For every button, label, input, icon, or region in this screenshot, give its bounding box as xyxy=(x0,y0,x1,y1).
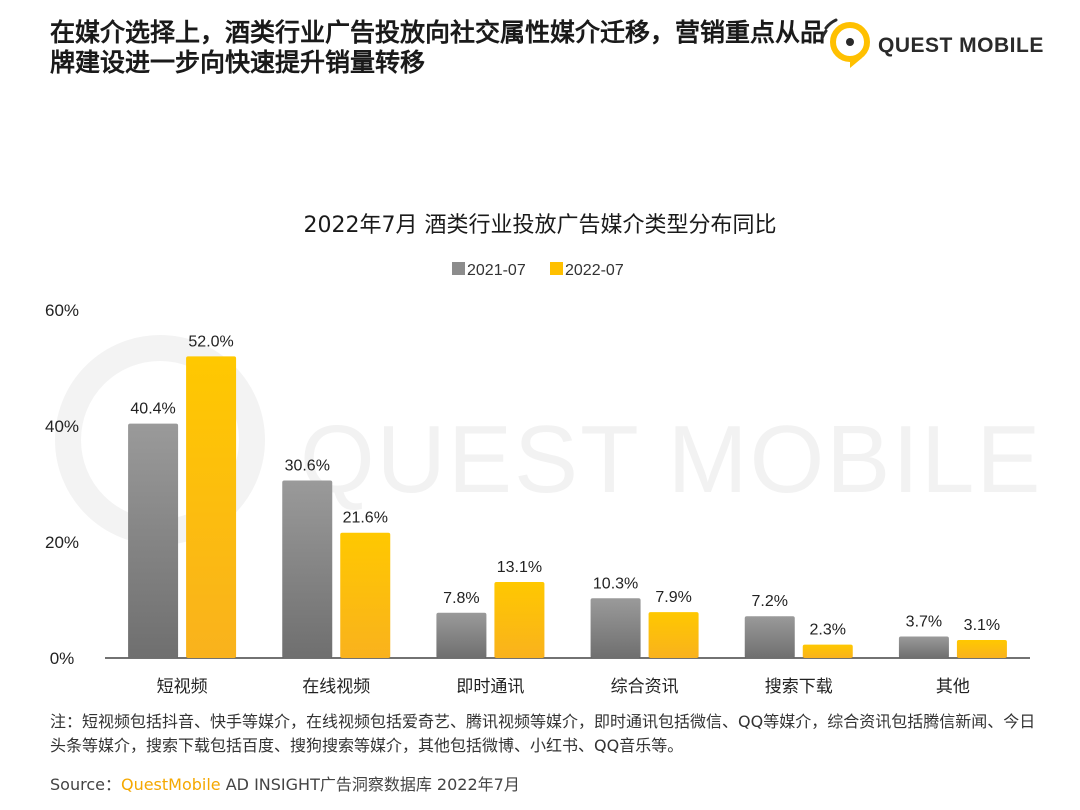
data-label: 7.2% xyxy=(752,593,788,610)
y-axis: 0% 20% 40% 60% xyxy=(45,301,1030,668)
category-label: 其他 xyxy=(936,677,970,697)
watermark: QUEST MOBILE xyxy=(55,335,1042,545)
bar-2022-07 xyxy=(648,612,699,658)
category-label: 短视频 xyxy=(157,677,208,697)
category-label: 综合资讯 xyxy=(611,677,679,697)
source-brand: QuestMobile xyxy=(120,775,221,794)
bar-2022-07 xyxy=(340,532,391,658)
bar-2021-07 xyxy=(898,636,949,658)
bars: 40.4% 52.0% 30.6% 21.6% 7.8% 13.1% 10.3% 7.9% 7.… xyxy=(128,333,1007,658)
data-label: 3.1% xyxy=(964,617,1000,634)
source-line: Source：QuestMobile AD INSIGHT广告洞察数据库 202… xyxy=(50,771,520,795)
bar-2022-07 xyxy=(802,644,853,658)
legend: 2021-07 2022-07 xyxy=(452,262,624,279)
category-label: 在线视频 xyxy=(302,677,370,697)
source-rest: AD INSIGHT广告洞察数据库 2022年7月 xyxy=(220,775,520,794)
y-tick-label: 20% xyxy=(45,533,79,552)
legend-swatch xyxy=(452,262,465,275)
legend-label: 2022-07 xyxy=(565,262,624,279)
page-title: 在媒介选择上，酒类行业广告投放向社交属性媒介迁移，营销重点从品牌建设进一步向快速… xyxy=(50,18,826,77)
data-label: 21.6% xyxy=(343,510,388,527)
bar-chart: QUEST MOBILE 2022年7月 酒类行业投放广告媒介类型分布同比 20… xyxy=(45,213,1042,697)
bar-2022-07 xyxy=(956,640,1007,658)
x-axis: 短视频 在线视频 即时通讯 综合资讯 搜索下载 其他 xyxy=(157,677,970,697)
y-tick-label: 60% xyxy=(45,301,79,320)
bar-2021-07 xyxy=(282,480,333,658)
y-tick-label: 40% xyxy=(45,417,79,436)
legend-swatch xyxy=(550,262,563,275)
data-label: 10.3% xyxy=(593,575,638,592)
footnote: 注：短视频包括抖音、快手等媒介，在线视频包括爱奇艺、腾讯视频等媒介，即时通讯包括… xyxy=(50,712,1036,755)
bar-2022-07 xyxy=(186,356,237,658)
bar-2021-07 xyxy=(744,616,795,658)
logo-icon xyxy=(820,18,870,68)
bar-2021-07 xyxy=(590,598,641,658)
data-label: 52.0% xyxy=(188,333,233,350)
y-tick-label: 0% xyxy=(50,649,75,668)
bar-2022-07 xyxy=(494,582,545,658)
data-label: 13.1% xyxy=(497,559,542,576)
data-label: 7.8% xyxy=(443,590,479,607)
data-label: 2.3% xyxy=(810,622,846,639)
data-label: 40.4% xyxy=(130,401,175,418)
legend-label: 2021-07 xyxy=(467,262,526,279)
data-label: 30.6% xyxy=(285,458,330,475)
chart-title: 2022年7月 酒类行业投放广告媒介类型分布同比 xyxy=(304,213,777,238)
bar-2021-07 xyxy=(436,612,487,658)
category-label: 搜索下载 xyxy=(765,677,833,697)
data-label: 3.7% xyxy=(906,614,942,631)
logo-text: QUEST MOBILE xyxy=(878,34,1044,57)
source-prefix: Source： xyxy=(50,775,121,794)
bar-2021-07 xyxy=(128,423,179,658)
watermark-text: QUEST MOBILE xyxy=(300,406,1042,513)
data-label: 7.9% xyxy=(655,589,691,606)
category-label: 即时通讯 xyxy=(456,677,524,697)
